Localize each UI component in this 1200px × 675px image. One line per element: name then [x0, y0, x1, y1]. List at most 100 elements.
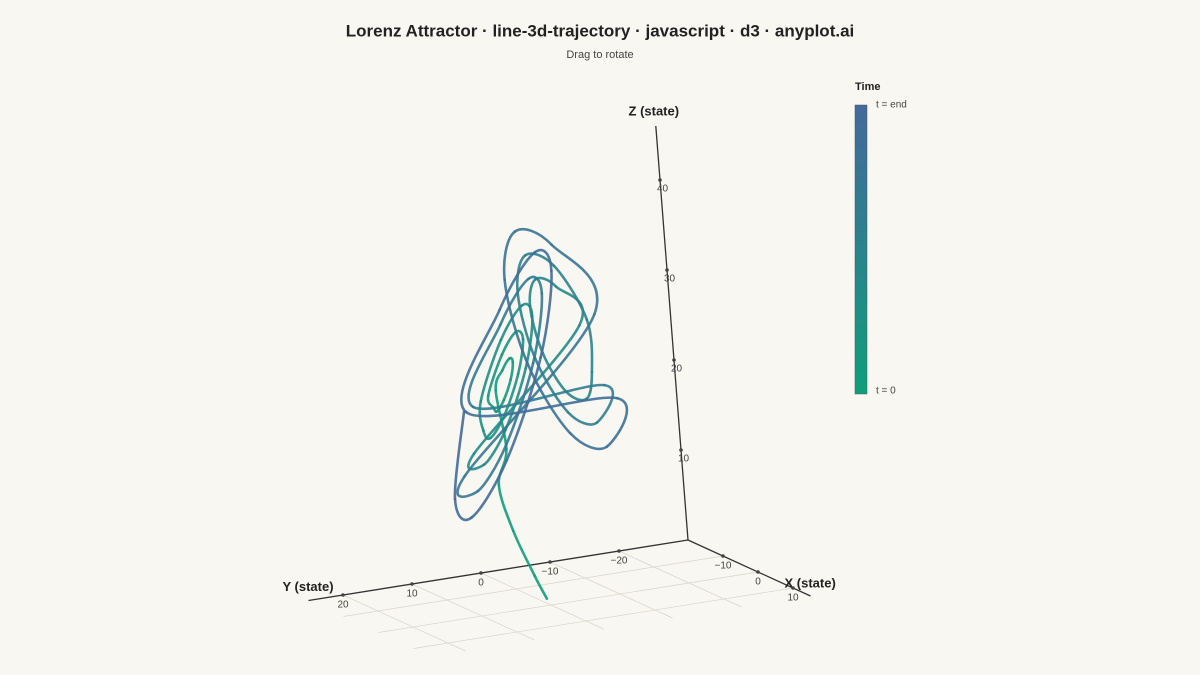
trajectory [453, 227, 629, 600]
trajectory-segment [511, 529, 536, 577]
z-tick [665, 268, 669, 272]
trajectory-segment [539, 269, 553, 359]
z-tick [679, 448, 683, 452]
trajectory-segment [516, 254, 527, 295]
trajectory-segment [479, 338, 503, 403]
trajectory-segment [566, 411, 599, 426]
trajectory-segment [554, 285, 585, 327]
colorbar: Time t = end t = 0 [854, 81, 907, 397]
x-tick-label: −10 [715, 561, 732, 572]
trajectory-segment [533, 574, 549, 600]
y-tick [617, 549, 621, 553]
trajectory-segment [531, 292, 544, 365]
trajectory-segment [516, 338, 525, 376]
grid-line [480, 572, 604, 630]
y-axis-label: Y (state) [283, 579, 334, 594]
z-axis-label: Z (state) [629, 103, 680, 118]
x-tick-label: 0 [755, 577, 761, 588]
trajectory-segment [527, 275, 544, 295]
trajectory-segment [533, 356, 570, 414]
trajectory-segment [564, 390, 588, 402]
trajectory-segment [453, 497, 473, 522]
y-tick-label: −20 [611, 556, 628, 567]
y-tick-label: 10 [406, 589, 418, 600]
trajectory-segment [513, 227, 553, 247]
trajectory-segment [453, 410, 466, 501]
colorbar-title: Time [855, 81, 880, 93]
grid-line [411, 583, 535, 641]
trajectory-segment [456, 475, 480, 499]
floor-grid [342, 550, 794, 652]
trajectory-segment [460, 308, 501, 414]
trajectory-segment [486, 394, 495, 410]
grid-line [618, 550, 742, 608]
x-tick [791, 586, 795, 590]
z-tick [658, 178, 662, 182]
colorbar-end-label: t = end [876, 100, 907, 111]
trajectory-segment [503, 278, 529, 366]
trajectory-segment [528, 304, 544, 355]
y-tick-label: 0 [478, 578, 484, 589]
trajectory-segment [478, 400, 485, 432]
x-tick [721, 554, 725, 558]
trajectory-segment [585, 370, 594, 401]
grid-line [343, 555, 724, 617]
trajectory-segment [471, 383, 606, 410]
trajectory-segment [470, 458, 509, 519]
y-tick [548, 560, 552, 564]
trajectory-segment [503, 372, 520, 417]
trajectory-segment [486, 353, 504, 398]
y-tick-label: −10 [542, 567, 559, 578]
grid-line [342, 594, 466, 652]
trajectory-segment [516, 291, 537, 360]
trajectory-segment [501, 357, 511, 372]
chart-title: Lorenz Attractor · line-3d-trajectory · … [346, 21, 855, 40]
trajectory-segment [499, 277, 530, 327]
trajectory-segment [476, 443, 508, 493]
z-tick-label: 10 [678, 454, 690, 465]
trajectory-segment [541, 351, 568, 393]
x-tick-label: 10 [787, 593, 799, 604]
y-tick [410, 582, 414, 586]
trajectory-segment [482, 428, 507, 466]
trajectory-segment [494, 368, 504, 392]
trajectory-segment [502, 378, 512, 402]
trajectory-segment [528, 278, 537, 308]
y-tick-label: 20 [337, 600, 349, 611]
colorbar-gradient [854, 104, 868, 395]
z-tick [672, 358, 676, 362]
z-tick-label: 20 [671, 364, 683, 375]
trajectory-segment [467, 323, 502, 409]
trajectory-segment [498, 251, 537, 312]
trajectory-segment [569, 432, 609, 451]
grid-line [413, 587, 794, 649]
trajectory-segment [505, 356, 542, 462]
colorbar-start-label: t = 0 [876, 386, 896, 397]
trajectory-segment [552, 264, 589, 322]
trajectory-segment [502, 230, 517, 282]
z-tick-label: 30 [664, 274, 676, 285]
trajectory-segment [463, 313, 596, 478]
trajectory-segment [526, 362, 572, 435]
x-tick [756, 570, 760, 574]
y-tick [479, 571, 483, 575]
trajectory-segment [509, 360, 515, 381]
trajectory-segment [465, 396, 619, 418]
grid-line [378, 571, 759, 633]
chart-subtitle: Drag to rotate [566, 49, 633, 61]
trajectory-segment [472, 324, 581, 455]
trajectory-segment [533, 248, 553, 273]
y-axis [308, 539, 689, 602]
trajectory-segment [595, 383, 615, 424]
trajectory-segment [605, 396, 629, 448]
y-tick [341, 593, 345, 597]
grid-line [549, 561, 673, 619]
z-axis [655, 125, 689, 541]
z-tick-label: 40 [657, 184, 669, 195]
axes: X (state) Y (state) Z (state) −10 0 10 −20 −10 0… [283, 103, 836, 610]
trajectory-segment [497, 483, 515, 532]
x-axis [687, 539, 811, 597]
x-axis-label: X (state) [785, 575, 836, 590]
